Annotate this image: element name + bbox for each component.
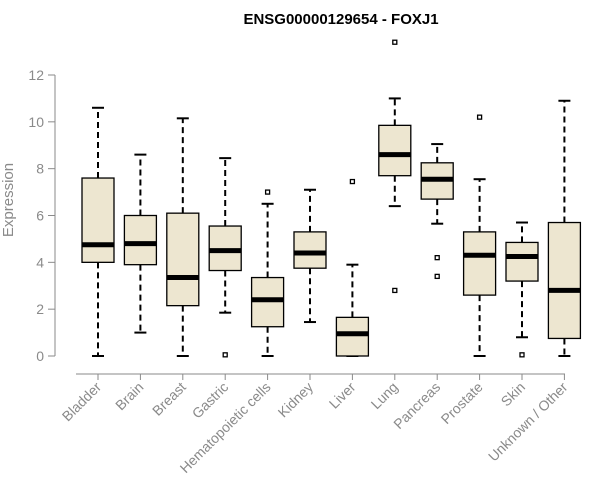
x-tick-label: Pancreas (390, 379, 443, 432)
y-axis-title: Expression (0, 163, 17, 237)
box-9 (462, 114, 497, 357)
box-7 (378, 39, 412, 294)
outlier-point (434, 254, 440, 261)
box-5 (293, 188, 327, 324)
box-0 (81, 106, 115, 357)
box-iqr (123, 214, 158, 266)
box-10 (505, 221, 539, 358)
outlier-point (519, 352, 525, 358)
box-iqr (293, 231, 327, 269)
x-tick-label: Skin (498, 379, 529, 410)
outlier-point (392, 287, 398, 294)
box-iqr (462, 231, 497, 296)
y-tick-label: 10 (28, 114, 44, 130)
box-iqr (166, 212, 200, 307)
y-tick-label: 6 (36, 208, 44, 224)
x-tick-label: Unknown / Other (485, 379, 571, 465)
y-axis-ticks: 0 2 4 6 8 10 12 (28, 67, 55, 364)
box-6 (335, 178, 370, 357)
x-tick-label: Liver (326, 379, 359, 412)
x-tick-label: Breast (149, 379, 189, 419)
box-4 (250, 189, 285, 357)
y-tick-label: 8 (36, 161, 44, 177)
boxes-group (81, 39, 582, 358)
box-3 (208, 157, 242, 358)
y-tick-label: 0 (36, 348, 44, 364)
box-iqr (378, 124, 412, 177)
outlier-point (476, 114, 483, 120)
box-11 (547, 99, 582, 357)
x-tick-label: Kidney (275, 379, 317, 421)
x-tick-label: Lung (368, 379, 401, 412)
x-tick-label: Bladder (59, 379, 105, 425)
y-tick-label: 4 (36, 254, 44, 270)
chart-title: ENSG00000129654 - FOXJ1 (243, 11, 438, 28)
outlier-point (222, 352, 228, 358)
box-8 (420, 143, 454, 280)
box-iqr (547, 221, 582, 340)
box-iqr (505, 241, 539, 282)
x-tick-label: Brain (112, 379, 146, 413)
outlier-point (392, 39, 398, 45)
box-iqr (335, 316, 370, 357)
outlier-point (434, 273, 440, 280)
x-tick-label: Prostate (438, 379, 486, 427)
y-tick-label: 12 (28, 67, 44, 83)
box-2 (166, 117, 200, 357)
outlier-point (349, 178, 356, 185)
y-tick-label: 2 (36, 301, 44, 317)
box-1 (123, 153, 158, 334)
box-iqr (81, 177, 115, 263)
outlier-point (264, 189, 271, 195)
